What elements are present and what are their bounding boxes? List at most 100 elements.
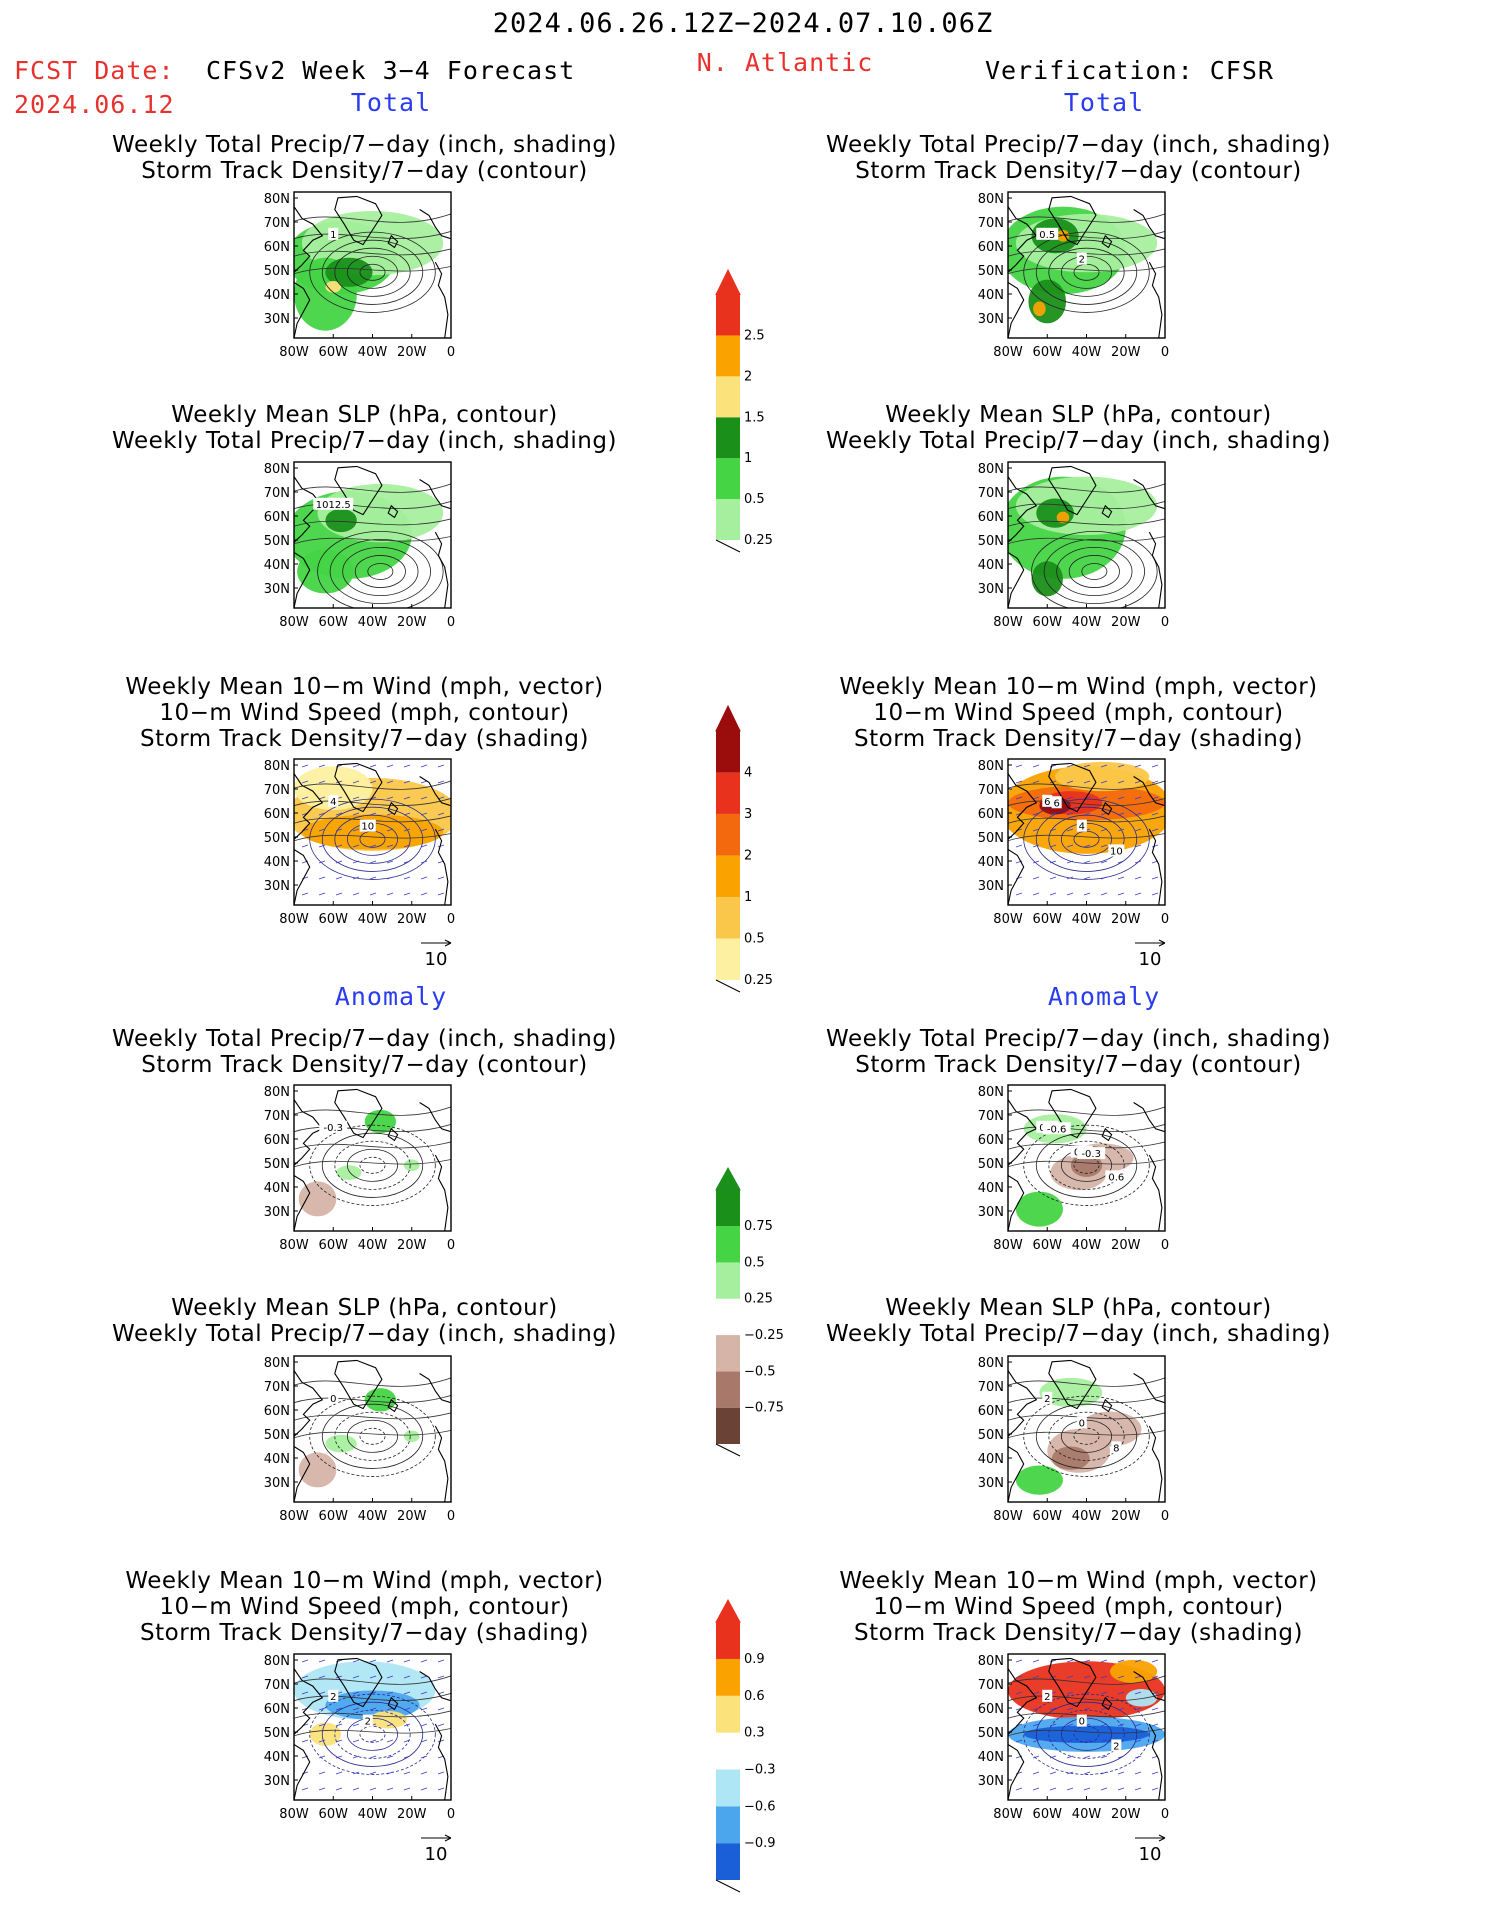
wind-vector xyxy=(1015,892,1023,896)
wind-vector xyxy=(1032,1707,1040,1711)
contour-label-bg xyxy=(1111,1739,1122,1752)
contour-label-bg xyxy=(328,1391,339,1404)
wind-vector xyxy=(1049,1723,1057,1727)
shading-region xyxy=(403,1159,420,1172)
lon-label: 80W xyxy=(279,345,309,360)
wind-vector xyxy=(352,1675,360,1679)
wind-vector xyxy=(386,876,394,880)
contour-label-bg xyxy=(359,819,376,832)
contour-label: 2 xyxy=(330,1692,336,1703)
wind-vector xyxy=(1032,1691,1040,1695)
wind-vector xyxy=(1151,764,1159,768)
contour-label-bg xyxy=(1111,1441,1122,1454)
coastline xyxy=(294,552,311,608)
wind-vector xyxy=(1134,812,1142,816)
lat-label: 60N xyxy=(264,807,290,822)
map-field xyxy=(294,195,451,338)
lon-label: 40W xyxy=(358,912,388,927)
contour-label: 6 xyxy=(1053,798,1059,809)
wind-vector xyxy=(352,860,360,864)
coastline xyxy=(1133,1373,1165,1404)
lat-label: 30N xyxy=(264,1205,290,1220)
lon-label: 0 xyxy=(447,1238,455,1253)
contour-label-bg xyxy=(328,227,339,240)
map-panel-vf-anom-precip: Weekly Total Precip/7−day (inch, shading… xyxy=(826,1026,1330,1253)
lat-label: 50N xyxy=(264,1428,290,1443)
fcst-date-value: 2024.06.12 xyxy=(14,90,175,119)
wind-vector xyxy=(335,1739,343,1743)
lat-label: 80N xyxy=(264,1085,290,1100)
colorbar-segment xyxy=(716,855,740,897)
contour-label-bg xyxy=(1042,1122,1071,1135)
lon-label: 60W xyxy=(1033,615,1063,630)
wind-vector xyxy=(1100,1771,1108,1775)
wind-vector xyxy=(1100,860,1108,864)
wind-vector xyxy=(420,828,428,832)
colorbar-segment xyxy=(716,1843,740,1880)
wind-vector xyxy=(437,1659,445,1663)
reference-vector-label: 10 xyxy=(1139,1844,1162,1865)
wind-vector xyxy=(352,1755,360,1759)
wind-vector xyxy=(1134,1707,1142,1711)
lat-label: 40N xyxy=(264,855,290,870)
colorbar-bottom-cap xyxy=(715,979,741,993)
wind-vector xyxy=(437,1723,445,1727)
lat-label: 30N xyxy=(978,1205,1004,1220)
wind-vector xyxy=(1100,1739,1108,1743)
coastline xyxy=(387,234,399,249)
lat-label: 30N xyxy=(264,879,290,894)
wind-vector xyxy=(1049,876,1057,880)
wind-vector xyxy=(1066,764,1074,768)
wind-vector xyxy=(1083,876,1091,880)
contour-line xyxy=(1008,266,1165,275)
lat-label: 70N xyxy=(264,486,290,501)
wind-vector xyxy=(437,1771,445,1775)
colorbar-precip-anomaly: 0.75 0.5 0.25 −0.25 −0.5 −0.75 xyxy=(715,1166,784,1457)
shading-region xyxy=(294,766,373,811)
coastline xyxy=(294,1668,324,1735)
wind-vector xyxy=(1032,1755,1040,1759)
shading-region xyxy=(1033,301,1046,317)
wind-vector xyxy=(1151,1675,1159,1679)
panel-title-line: Weekly Mean 10−m Wind (mph, vector) xyxy=(125,1568,603,1594)
lat-label: 60N xyxy=(264,510,290,525)
wind-vector xyxy=(403,844,411,848)
panel-title-line: Weekly Total Precip/7−day (inch, shading… xyxy=(112,428,617,454)
wind-vector xyxy=(437,1707,445,1711)
wind-vector xyxy=(1032,796,1040,800)
panel-title-line: Storm Track Density/7−day (contour) xyxy=(855,158,1302,184)
wind-vector xyxy=(335,892,343,896)
wind-vector xyxy=(386,844,394,848)
panel-title-line: Weekly Total Precip/7−day (inch, shading… xyxy=(826,132,1331,158)
lon-label: 0 xyxy=(1161,1509,1169,1524)
coastline xyxy=(334,195,383,246)
lon-label: 40W xyxy=(1072,615,1102,630)
colorbar-label: 0.5 xyxy=(744,1255,765,1270)
lat-label: 40N xyxy=(264,558,290,573)
wind-vector xyxy=(437,1739,445,1743)
coastline xyxy=(419,1671,451,1702)
contour-label-bg xyxy=(1042,1689,1053,1702)
wind-vector xyxy=(386,1771,394,1775)
lat-label: 80N xyxy=(978,192,1004,207)
lat-label: 50N xyxy=(978,1157,1004,1172)
colorbar-segment xyxy=(716,1226,740,1263)
lon-label: 20W xyxy=(1111,1238,1141,1253)
contour-line xyxy=(1035,1701,1138,1767)
wind-vector xyxy=(352,844,360,848)
contour-label-bg xyxy=(319,1120,348,1133)
wind-vector xyxy=(1032,876,1040,880)
wind-vector xyxy=(403,1723,411,1727)
coastline xyxy=(294,476,324,543)
panel-title-line: Weekly Total Precip/7−day (inch, shading… xyxy=(826,1321,1331,1347)
contour-line xyxy=(1023,1693,1150,1775)
lon-label: 0 xyxy=(1161,345,1169,360)
wind-vector xyxy=(369,1739,377,1743)
wind-vector xyxy=(1117,1787,1125,1791)
contour-label: 6 xyxy=(1044,797,1050,808)
contour-line xyxy=(294,1106,451,1116)
wind-vector xyxy=(318,844,326,848)
coastline xyxy=(294,1370,324,1437)
lon-label: 80W xyxy=(279,912,309,927)
shading-region xyxy=(325,508,357,533)
